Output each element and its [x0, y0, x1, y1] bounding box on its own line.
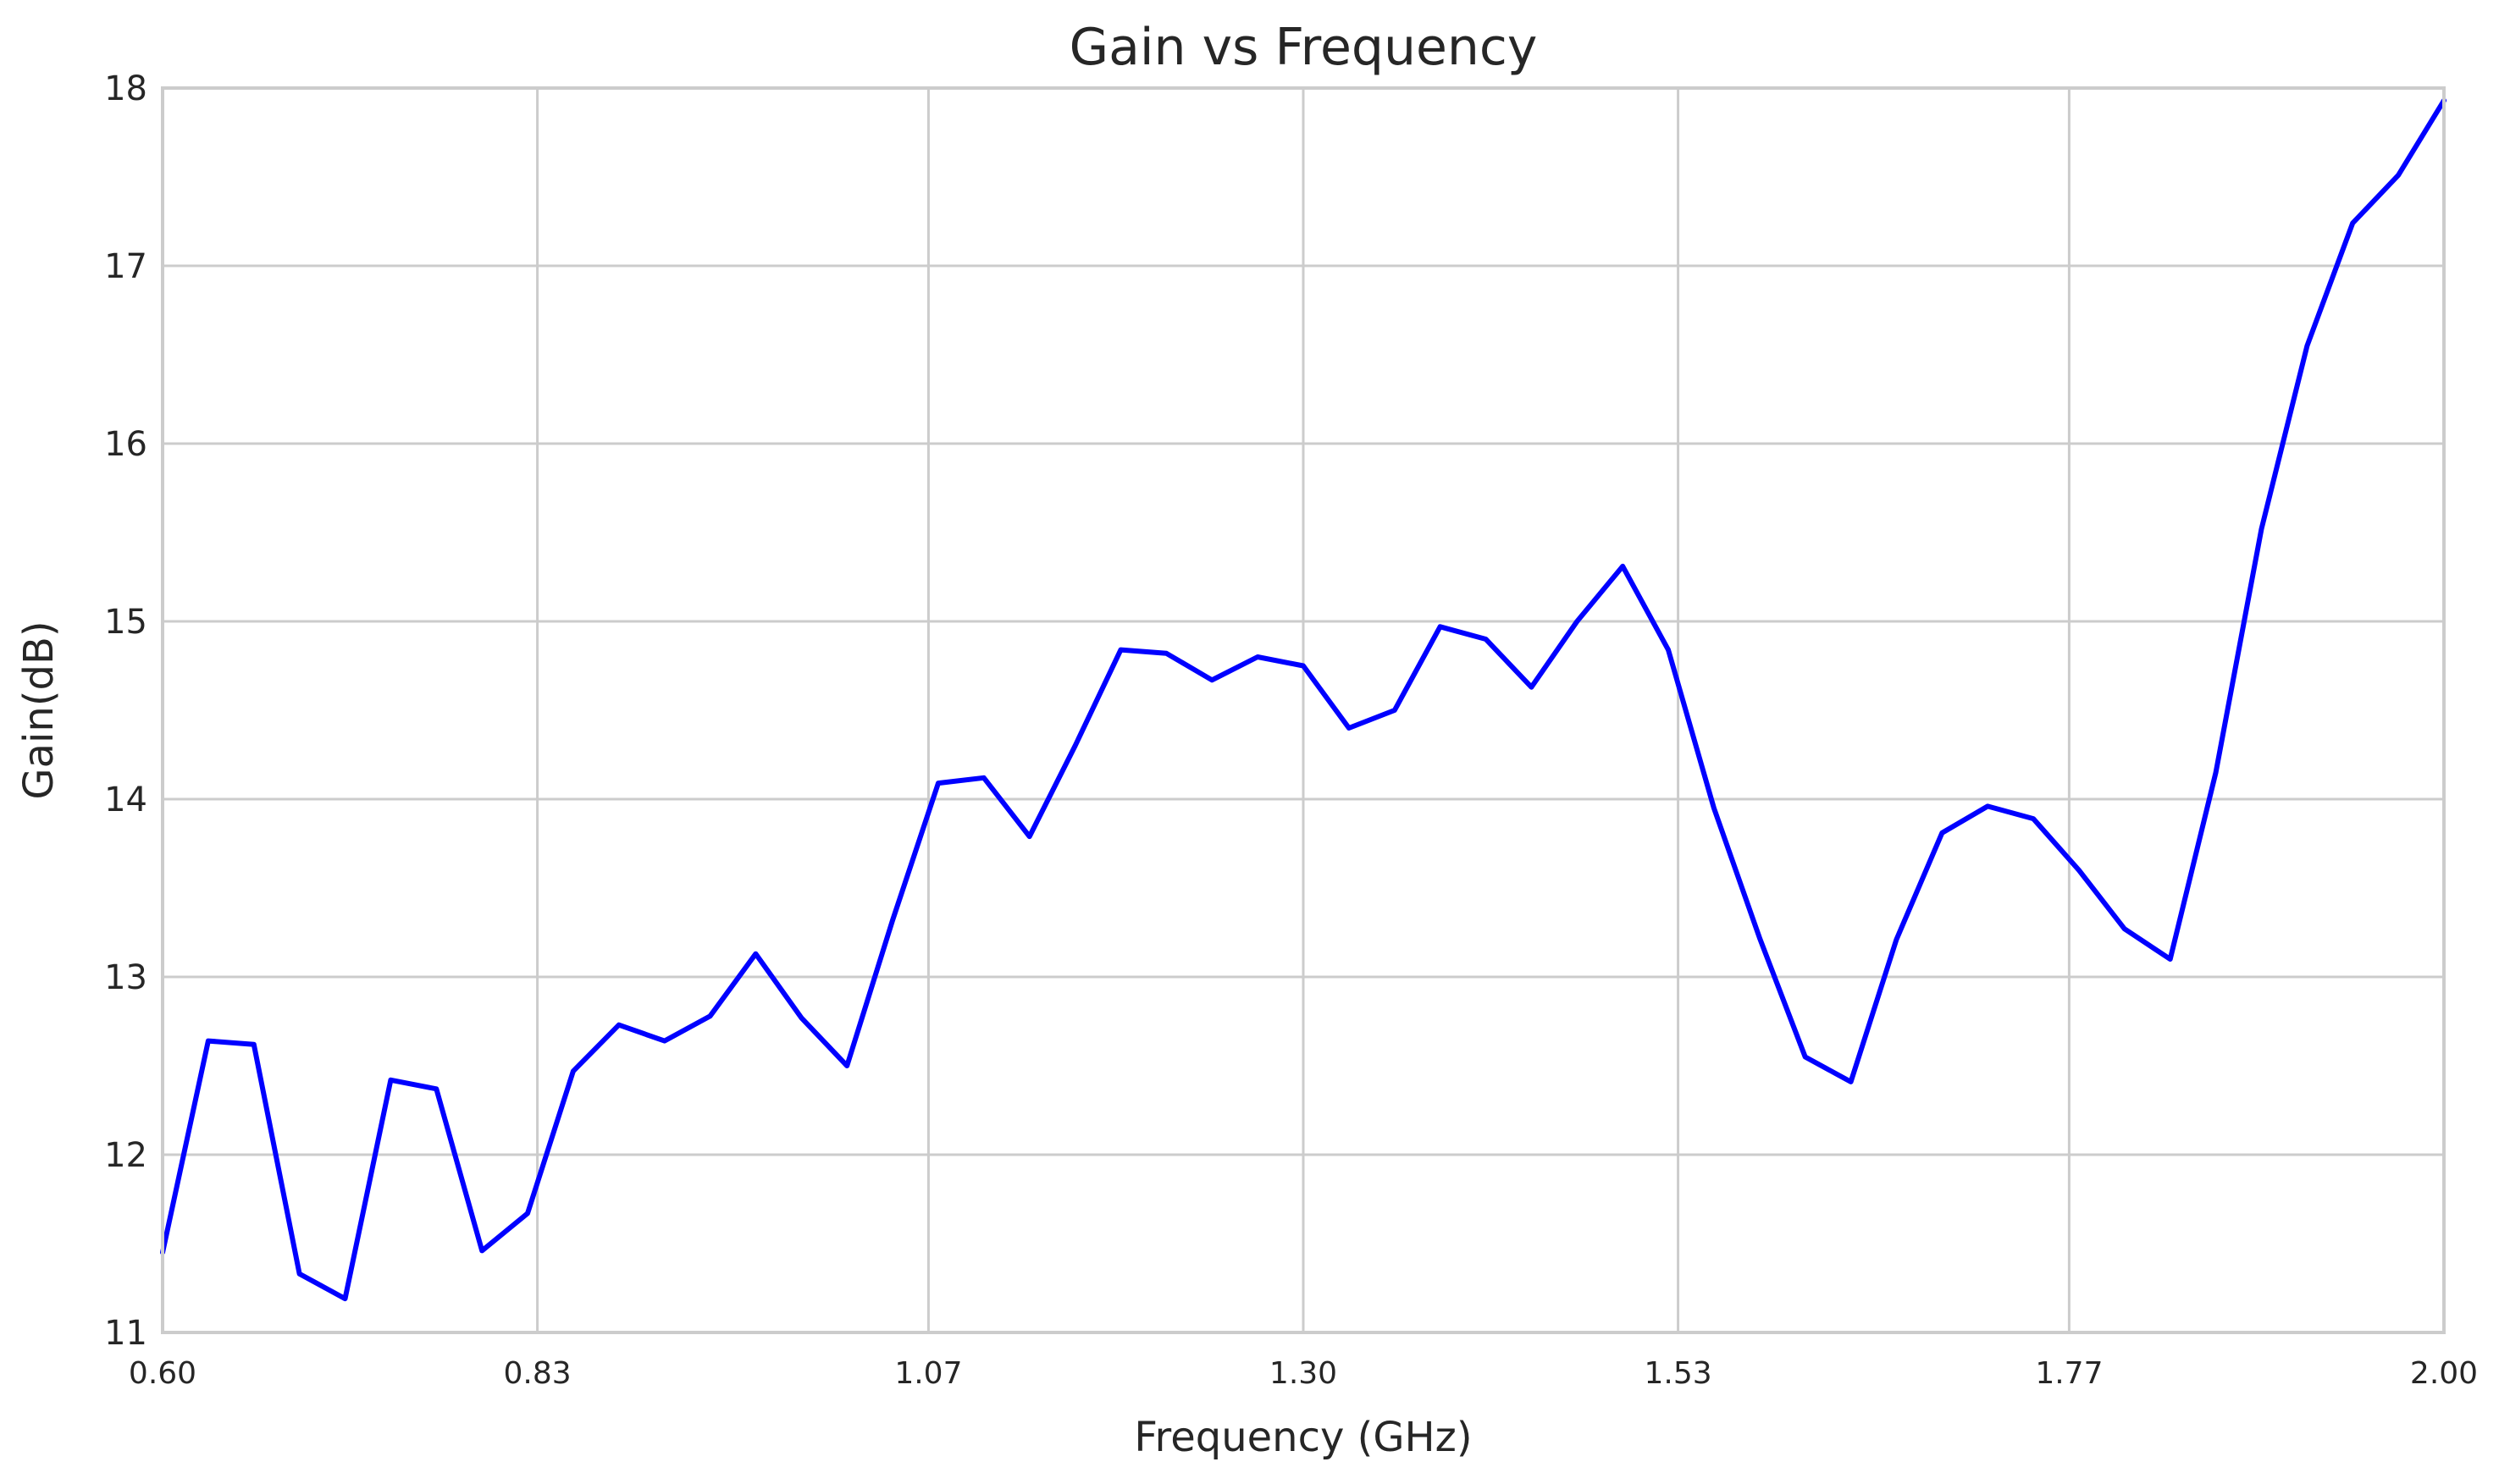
y-tick-label: 15	[104, 603, 147, 642]
x-tick-label: 0.60	[129, 1356, 196, 1391]
y-tick-label: 13	[104, 958, 147, 997]
y-axis-ticks: 11 12 13 14 15 16 17 18	[104, 69, 147, 1353]
chart-title: Gain vs Frequency	[1070, 18, 1538, 77]
y-tick-label: 11	[104, 1314, 147, 1353]
x-tick-label: 0.83	[504, 1356, 572, 1391]
grid-lines	[161, 86, 2446, 1334]
x-axis-label: Frequency (GHz)	[1134, 1414, 1472, 1461]
x-tick-label: 1.77	[2035, 1356, 2103, 1391]
y-axis-label: Gain(dB)	[15, 621, 63, 799]
plot-frame	[161, 86, 2446, 1334]
y-tick-label: 12	[104, 1136, 147, 1175]
gain-series-line	[160, 97, 2446, 1302]
y-tick-label: 17	[104, 247, 147, 286]
x-tick-label: 1.53	[1645, 1356, 1712, 1391]
x-tick-label: 2.00	[2410, 1356, 2478, 1391]
y-tick-label: 18	[104, 69, 147, 108]
x-tick-label: 1.30	[1269, 1356, 1337, 1391]
x-tick-label: 1.07	[894, 1356, 962, 1391]
y-tick-label: 16	[104, 425, 147, 464]
y-tick-label: 14	[104, 781, 147, 819]
x-axis-ticks: 0.60 0.83 1.07 1.30 1.53 1.77 2.00	[129, 1356, 2478, 1391]
